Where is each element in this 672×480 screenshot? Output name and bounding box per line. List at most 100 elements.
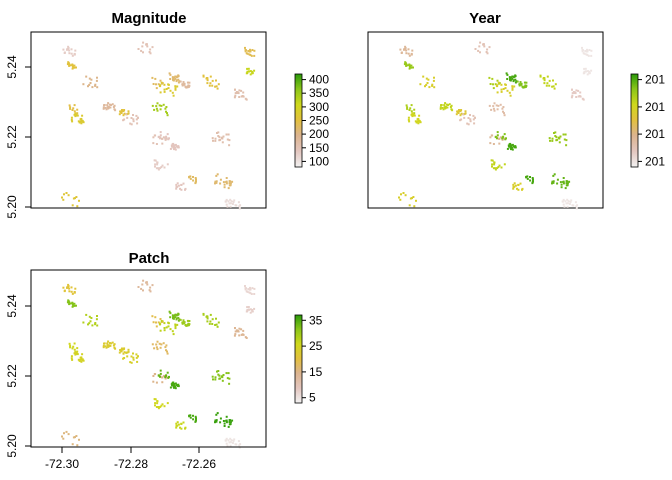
patch-raster-patch — [158, 320, 179, 336]
patch-legend-tick-label: 25 — [309, 339, 323, 353]
patch-raster-patch — [122, 351, 139, 364]
patch-map-panel: Patch 5.20 5.22 5.24 -72.30 -72.28 -72.2… — [5, 250, 323, 471]
magnitude-raster-patch — [211, 131, 231, 147]
patch-map-title: Patch — [129, 250, 170, 267]
patch-raster-patch — [62, 283, 77, 295]
year-raster-patch — [403, 61, 414, 70]
magnitude-y-tick-label: 5.24 — [5, 55, 19, 79]
year-legend: 201 201 201 201 — [630, 73, 665, 168]
magnitude-raster-patch — [61, 192, 80, 208]
magnitude-raster-patch — [82, 75, 99, 89]
magnitude-raster-patch — [233, 88, 248, 101]
year-raster-patch — [459, 113, 476, 126]
magnitude-raster-patch — [244, 46, 256, 57]
magnitude-map-panel: Magnitude 5.20 5.22 5.24 100150200250300… — [5, 10, 329, 219]
patch-raster-patch — [202, 312, 220, 328]
year-legend-tick-label: 201 — [645, 73, 665, 87]
year-raster-patch — [525, 175, 534, 185]
magnitude-raster-patch — [168, 72, 181, 84]
patch-raster-patch — [168, 310, 181, 322]
year-patch-layer — [398, 41, 593, 210]
patch-raster-patch — [153, 398, 169, 410]
patch-raster-patch — [82, 313, 99, 327]
year-raster-patch — [488, 102, 506, 117]
magnitude-raster-patch — [153, 159, 169, 171]
magnitude-raster-patch — [202, 74, 220, 90]
magnitude-raster-patch — [158, 81, 179, 97]
patch-y-tick-label: 5.24 — [5, 294, 19, 318]
year-raster-patch — [419, 75, 436, 89]
year-raster-patch — [570, 88, 585, 101]
patch-raster-patch — [151, 340, 169, 355]
magnitude-raster-patch — [62, 45, 77, 57]
patch-raster-patch — [70, 350, 85, 363]
magnitude-raster-patch — [70, 112, 85, 125]
patch-legend-tick-label: 35 — [309, 313, 323, 327]
year-map-panel: Year 201 201 201 201 — [367, 10, 665, 210]
patch-raster-patch — [211, 370, 231, 385]
year-raster-patch — [582, 67, 593, 76]
year-raster-patch — [551, 173, 571, 190]
year-raster-patch — [506, 142, 517, 151]
year-legend-tick-label: 201 — [645, 127, 665, 141]
patch-legend: 5 15 25 35 — [294, 313, 323, 405]
year-raster-patch — [495, 81, 516, 97]
year-raster-patch — [505, 72, 518, 84]
patch-legend-tick-label: 15 — [309, 365, 323, 379]
magnitude-raster-patch — [224, 198, 242, 210]
patch-patch-layer — [61, 279, 256, 449]
year-raster-patch — [490, 159, 506, 171]
year-raster-patch — [516, 80, 528, 89]
patch-raster-patch — [66, 299, 77, 308]
magnitude-y-tick-label: 5.20 — [5, 195, 19, 219]
year-raster-patch — [407, 112, 422, 125]
patch-legend-ticks: 5 15 25 35 — [302, 313, 323, 405]
year-legend-colorbar — [630, 73, 639, 168]
patch-x-tick-label: -72.26 — [182, 457, 216, 471]
magnitude-raster-patch — [151, 102, 169, 117]
year-map-title: Year — [469, 10, 501, 27]
year-raster-patch — [474, 41, 491, 55]
year-raster-patch — [398, 192, 417, 208]
magnitude-legend-tick-label: 300 — [309, 100, 329, 114]
magnitude-legend-colorbar — [294, 73, 303, 168]
magnitude-raster-patch — [214, 173, 234, 190]
year-raster-patch — [399, 45, 414, 57]
patch-raster-patch — [61, 430, 80, 447]
magnitude-legend-tick-label: 400 — [309, 73, 329, 87]
patch-raster-patch — [188, 414, 197, 423]
year-raster-patch — [455, 109, 467, 117]
year-map-frame — [367, 31, 604, 209]
magnitude-legend-tick-label: 350 — [309, 86, 329, 100]
year-raster-patch — [539, 74, 557, 90]
magnitude-map-title: Magnitude — [112, 10, 187, 27]
patch-raster-patch — [175, 421, 187, 430]
magnitude-raster-patch — [66, 61, 77, 70]
patch-x-tick-label: -72.28 — [114, 457, 148, 471]
year-legend-tick-label: 201 — [645, 100, 665, 114]
year-raster-patch — [548, 131, 568, 147]
year-raster-patch — [512, 182, 524, 191]
magnitude-raster-patch — [179, 80, 191, 89]
magnitude-legend-tick-label: 150 — [309, 141, 329, 155]
year-raster-patch — [439, 102, 454, 112]
patch-y-tick-label: 5.20 — [5, 434, 19, 458]
patch-raster-patch — [214, 412, 234, 428]
magnitude-raster-patch — [137, 41, 154, 55]
patch-raster-patch — [157, 369, 170, 379]
magnitude-raster-patch — [118, 109, 130, 117]
patch-raster-patch — [169, 381, 180, 390]
patch-raster-patch — [233, 327, 248, 339]
magnitude-raster-patch — [188, 175, 197, 185]
magnitude-raster-patch — [122, 113, 139, 126]
patch-raster-patch — [137, 279, 154, 293]
patch-y-axis: 5.20 5.22 5.24 — [5, 294, 32, 458]
magnitude-patch-layer — [61, 41, 256, 210]
year-legend-ticks: 201 201 201 201 — [638, 73, 665, 168]
year-raster-patch — [581, 46, 593, 57]
magnitude-raster-patch — [102, 102, 117, 112]
patch-x-tick-label: -72.30 — [45, 457, 79, 471]
magnitude-y-tick-label: 5.22 — [5, 125, 19, 149]
